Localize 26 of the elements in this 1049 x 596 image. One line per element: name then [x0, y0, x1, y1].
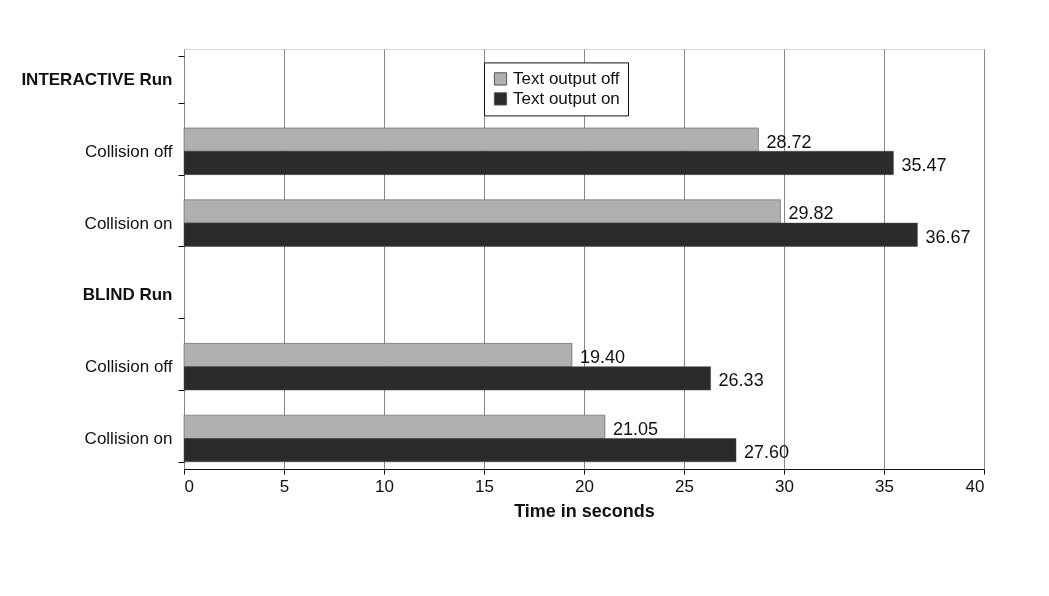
x-tick-label: 25	[675, 476, 694, 496]
x-axis-title: Time in seconds	[514, 500, 655, 521]
y-tick-label: Collision off	[84, 141, 173, 161]
x-tick-label: 20	[575, 476, 594, 496]
data-label: 29.82	[788, 203, 834, 224]
data-label: 21.05	[613, 418, 659, 439]
data-label: 19.40	[580, 347, 626, 368]
x-tick-label: 40	[965, 476, 985, 496]
x-tick-label: 15	[475, 476, 494, 496]
x-tick-label: 30	[775, 476, 794, 496]
data-label: 28.72	[766, 131, 812, 152]
x-tick-label: 0	[184, 476, 194, 496]
data-label: 36.67	[925, 226, 971, 247]
y-tick-label: Collision on	[84, 213, 173, 233]
data-label: 26.33	[718, 370, 764, 391]
x-tick-label: 10	[375, 476, 394, 496]
y-tick-label: Collision off	[84, 357, 173, 377]
legend-label: Text output on	[513, 88, 620, 108]
legend-label: Text output off	[513, 68, 620, 88]
x-tick-label: 5	[279, 476, 290, 496]
y-tick-label: BLIND Run	[82, 285, 173, 305]
data-label: 27.60	[744, 442, 790, 463]
data-label: 35.47	[901, 154, 947, 175]
y-tick-label: Collision on	[84, 428, 173, 448]
x-tick-label: 35	[875, 476, 894, 496]
y-tick-label: INTERACTIVE Run	[21, 70, 173, 90]
